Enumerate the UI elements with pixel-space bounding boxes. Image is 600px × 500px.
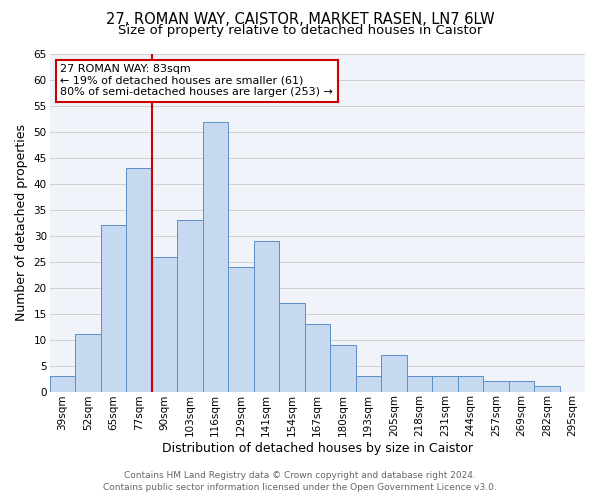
Bar: [50, 376, 75, 392]
Bar: [330, 345, 356, 392]
Bar: [407, 376, 432, 392]
Bar: [381, 355, 407, 392]
Bar: [432, 376, 458, 392]
Bar: [356, 376, 381, 392]
Bar: [152, 256, 177, 392]
Bar: [177, 220, 203, 392]
Bar: [254, 241, 279, 392]
Bar: [75, 334, 101, 392]
Bar: [534, 386, 560, 392]
Text: Size of property relative to detached houses in Caistor: Size of property relative to detached ho…: [118, 24, 482, 37]
Text: 27, ROMAN WAY, CAISTOR, MARKET RASEN, LN7 6LW: 27, ROMAN WAY, CAISTOR, MARKET RASEN, LN…: [106, 12, 494, 28]
Bar: [458, 376, 483, 392]
Bar: [483, 381, 509, 392]
Text: 27 ROMAN WAY: 83sqm
← 19% of detached houses are smaller (61)
80% of semi-detach: 27 ROMAN WAY: 83sqm ← 19% of detached ho…: [60, 64, 333, 98]
Bar: [101, 226, 126, 392]
Y-axis label: Number of detached properties: Number of detached properties: [15, 124, 28, 322]
X-axis label: Distribution of detached houses by size in Caistor: Distribution of detached houses by size …: [162, 442, 473, 455]
Bar: [305, 324, 330, 392]
Bar: [203, 122, 228, 392]
Bar: [509, 381, 534, 392]
Bar: [126, 168, 152, 392]
Bar: [228, 267, 254, 392]
Text: Contains HM Land Registry data © Crown copyright and database right 2024.
Contai: Contains HM Land Registry data © Crown c…: [103, 471, 497, 492]
Bar: [279, 304, 305, 392]
